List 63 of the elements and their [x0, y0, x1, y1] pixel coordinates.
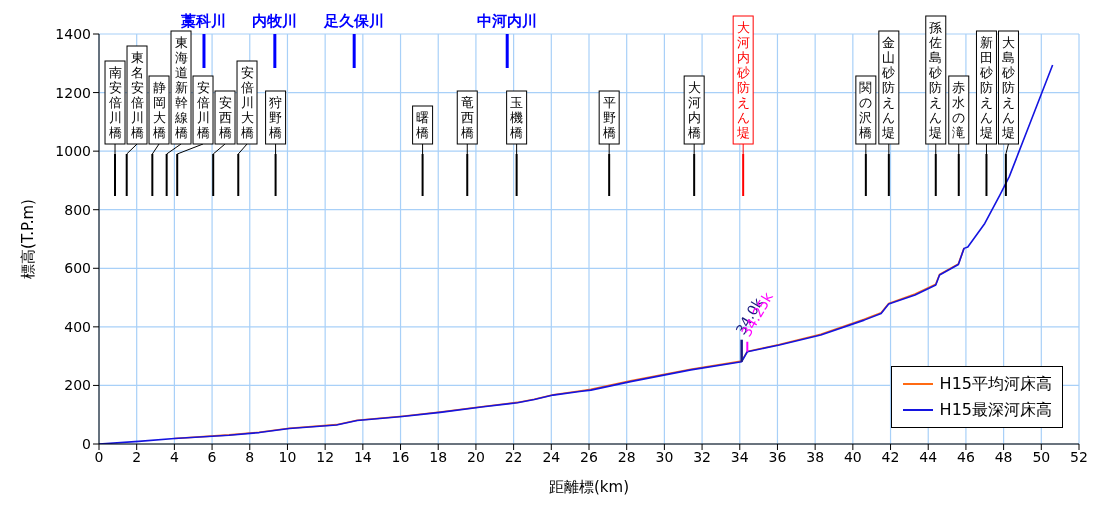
ref-line-label: 玉機橋: [510, 95, 524, 140]
x-tick-label: 18: [429, 448, 448, 465]
ref-line-label: 安倍川橋: [196, 80, 210, 140]
x-tick-label: 32: [693, 448, 711, 465]
legend-label: H15最深河床高: [939, 399, 1052, 421]
x-tick-label: 12: [316, 448, 335, 465]
ref-line-label: 大河内橋: [687, 80, 701, 140]
x-tick-label: 24: [542, 448, 561, 465]
ref-line-label: 関の沢橋: [859, 80, 873, 140]
x-tick-label: 42: [881, 448, 900, 465]
ref-line-label: 孫佐島砂防えん堤: [928, 20, 943, 140]
x-tick-label: 22: [504, 448, 523, 465]
x-tick-label: 2: [132, 448, 142, 465]
x-tick-label: 36: [768, 448, 787, 465]
x-tick-label: 26: [580, 448, 598, 465]
ref-line-label: 藁科川: [180, 12, 227, 30]
x-tick-label: 48: [994, 448, 1013, 465]
x-tick-label: 44: [919, 448, 938, 465]
x-tick-label: 16: [391, 448, 410, 465]
x-tick-label: 10: [278, 448, 297, 465]
ref-line-label: 南安倍川橋: [108, 65, 122, 140]
y-tick-label: 200: [64, 377, 91, 394]
ref-line-label: 曙橋: [416, 110, 430, 140]
ref-line-label: 金山砂防えん堤: [881, 35, 896, 140]
ref-line-label: 狩野橋: [269, 95, 283, 140]
x-tick-label: 14: [353, 448, 372, 465]
x-tick-label: 4: [169, 448, 179, 465]
x-tick-label: 8: [245, 448, 255, 465]
ref-line-label: 大河内砂防えん堤: [735, 20, 750, 140]
ref-line-label: 平野橋: [602, 95, 616, 140]
x-tick-label: 30: [655, 448, 674, 465]
y-tick-label: 1400: [55, 25, 91, 42]
y-tick-label: 1000: [55, 143, 91, 160]
x-axis-title: 距離標(km): [548, 478, 630, 496]
legend-label: H15平均河床高: [939, 373, 1052, 395]
ref-line-label: 中河内川: [477, 12, 538, 30]
x-tick-label: 28: [617, 448, 636, 465]
y-tick-label: 600: [64, 260, 91, 277]
ref-line-label: 足久保川: [323, 12, 385, 30]
x-tick-label: 50: [1032, 448, 1051, 465]
y-tick-label: 0: [82, 435, 91, 452]
y-tick-label: 400: [64, 318, 91, 335]
x-tick-label: 40: [843, 448, 862, 465]
ref-line-label: 大島砂防えん堤: [1000, 35, 1015, 140]
ref-line-label: 安西橋: [218, 95, 232, 140]
ref-line-label: 内牧川: [252, 12, 298, 30]
ref-line-label: 東海道新幹線橋: [173, 35, 188, 140]
ref-line-label: 静岡大橋: [152, 80, 166, 140]
ref-line-label: 新田砂防えん堤: [978, 35, 993, 140]
x-tick-label: 46: [957, 448, 975, 465]
x-tick-label: 38: [806, 448, 825, 465]
y-tick-label: 1200: [55, 84, 91, 101]
ref-line-label: 赤水の滝: [952, 80, 966, 140]
x-tick-label: 34: [730, 448, 749, 465]
x-tick-label: 20: [467, 448, 485, 465]
x-tick-label: 6: [207, 448, 217, 465]
x-tick-label: 52: [1070, 448, 1088, 465]
x-tick-label: 0: [94, 448, 104, 465]
ref-line-label: 東名安倍川橋: [130, 50, 144, 140]
y-tick-label: 800: [64, 201, 91, 218]
ref-line-label: 竜西橋: [460, 95, 474, 140]
ref-line-label: 安倍川大橋: [240, 65, 254, 140]
y-axis-title: 標高(T.P.m): [19, 199, 38, 279]
